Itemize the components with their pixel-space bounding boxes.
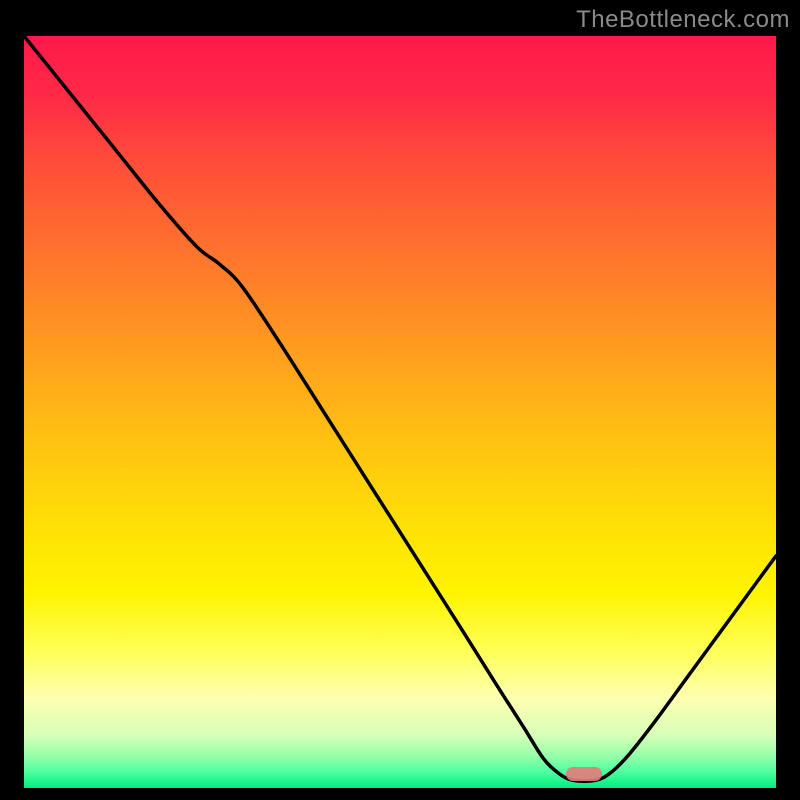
plot-area: [20, 32, 780, 788]
watermark-text: TheBottleneck.com: [576, 6, 790, 34]
optimal-point-marker: [566, 767, 602, 781]
bottleneck-curve: [24, 36, 776, 784]
